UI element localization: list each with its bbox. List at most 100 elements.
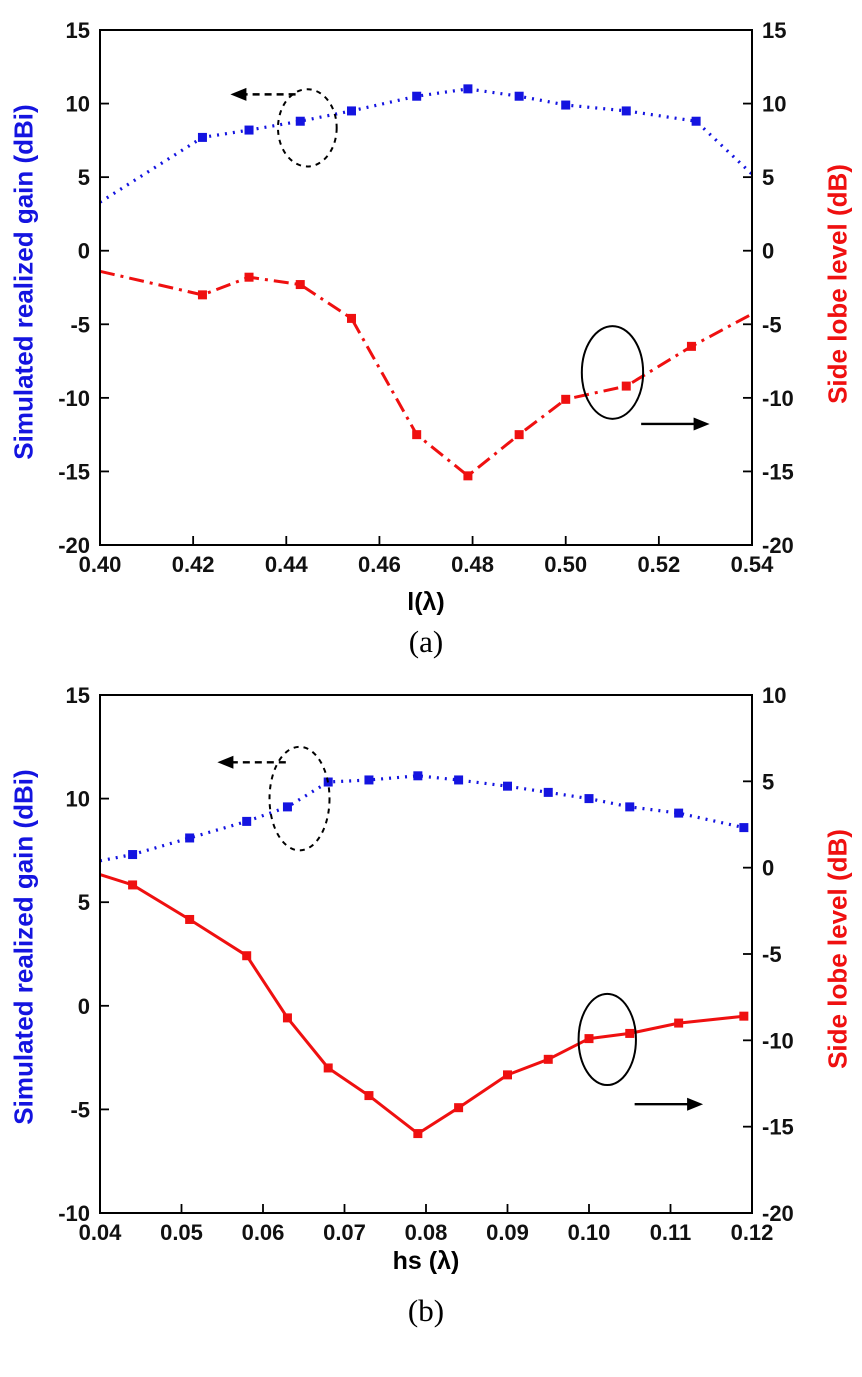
left-tick-label: -10 xyxy=(58,386,90,411)
series-line-0 xyxy=(99,774,745,863)
series-marker-0 xyxy=(412,91,422,101)
series-marker-1 xyxy=(454,1103,464,1113)
x-tick-label: 0.54 xyxy=(731,552,775,577)
chart-b-canvas: 0.04 0.05 0.06 0.07 0.08 0.09 0.10 0.11 0.12 15 10… xyxy=(58,683,794,1245)
series-marker-1 xyxy=(185,914,195,924)
x-tick-label: 0.12 xyxy=(731,1220,774,1245)
chart-a-right-axis-title: Side lobe level (dB) xyxy=(822,164,853,404)
series-marker-0 xyxy=(543,787,553,797)
arrow-head xyxy=(693,417,710,431)
right-tick-label: 10 xyxy=(762,683,786,708)
right-tick-label: 0 xyxy=(762,239,774,264)
series-marker-1 xyxy=(282,1013,292,1023)
chart-b-right-axis-title: Side lobe level (dB) xyxy=(822,829,853,1069)
series-line-0 xyxy=(99,87,754,204)
right-tick-label: -10 xyxy=(762,1028,794,1053)
left-tick-label: -5 xyxy=(70,1097,90,1122)
series-marker-0 xyxy=(128,850,138,860)
dashed-ellipse-annotation xyxy=(276,88,338,168)
x-tick-label: 0.44 xyxy=(265,552,309,577)
x-tick-label: 0.10 xyxy=(568,1220,611,1245)
series-marker-1 xyxy=(413,1129,423,1139)
arrow-head xyxy=(687,1097,704,1111)
series-marker-0 xyxy=(625,802,635,812)
x-tick-label: 0.04 xyxy=(79,1220,123,1245)
right-tick-label: -5 xyxy=(762,312,782,337)
x-tick-label: 0.05 xyxy=(160,1220,203,1245)
right-tick-label: -5 xyxy=(762,942,782,967)
series-marker-1 xyxy=(625,1028,635,1038)
left-tick-label: 0 xyxy=(78,994,90,1019)
right-tick-label: 5 xyxy=(762,769,774,794)
left-tick-label: 5 xyxy=(78,890,90,915)
arrow-head xyxy=(217,755,234,769)
left-tick-label: -15 xyxy=(58,459,90,484)
chart-b-x-axis-title: hs (λ) xyxy=(392,1247,460,1275)
x-tick-label: 0.40 xyxy=(79,552,122,577)
left-tick-label: 5 xyxy=(78,165,90,190)
chart-b-figure: 0.04 0.05 0.06 0.07 0.08 0.09 0.10 0.11 0.12 15 10… xyxy=(0,675,862,1377)
series-marker-0 xyxy=(282,802,292,812)
series-marker-1 xyxy=(543,1054,553,1064)
arrow-head xyxy=(230,87,247,101)
right-tick-label: -15 xyxy=(762,459,794,484)
left-tick-label: -10 xyxy=(58,1201,90,1226)
plot-frame xyxy=(99,694,753,1214)
x-tick-label: 0.46 xyxy=(358,552,401,577)
x-tick-label: 0.08 xyxy=(405,1220,448,1245)
series-marker-0 xyxy=(584,794,594,804)
left-tick-label: 10 xyxy=(66,92,90,117)
right-tick-label: 15 xyxy=(762,18,786,43)
dashed-ellipse-annotation xyxy=(268,745,331,852)
x-tick-label: 0.06 xyxy=(242,1220,285,1245)
series-marker-0 xyxy=(739,823,749,833)
left-tick-label: 15 xyxy=(66,683,90,708)
series-marker-1 xyxy=(128,880,138,890)
series-marker-0 xyxy=(691,116,701,126)
chart-a-caption: (a) xyxy=(408,624,444,659)
series-marker-1 xyxy=(346,313,356,323)
chart-b-caption: (b) xyxy=(407,1293,445,1328)
right-tick-label: 0 xyxy=(762,856,774,881)
series-marker-0 xyxy=(454,775,464,785)
right-tick-label: -10 xyxy=(762,386,794,411)
series-marker-1 xyxy=(561,394,571,404)
series-marker-1 xyxy=(197,290,207,300)
series-marker-0 xyxy=(185,833,195,843)
x-tick-label: 0.42 xyxy=(172,552,215,577)
x-tick-label: 0.11 xyxy=(650,1220,692,1245)
series-marker-0 xyxy=(674,808,684,818)
x-tick-label: 0.50 xyxy=(544,552,587,577)
series-marker-1 xyxy=(244,272,254,282)
series-marker-0 xyxy=(514,91,524,101)
left-tick-label: 15 xyxy=(66,18,90,43)
series-marker-1 xyxy=(686,341,696,351)
chart-a-left-axis-title: Simulated realized gain (dBi) xyxy=(8,104,39,460)
right-tick-label: -20 xyxy=(762,1201,794,1226)
chart-b-left-axis-title: Simulated realized gain (dBi) xyxy=(8,769,39,1125)
series-marker-1 xyxy=(739,1011,749,1021)
series-marker-1 xyxy=(503,1070,512,1080)
series-marker-0 xyxy=(561,100,571,110)
series-marker-0 xyxy=(244,125,254,135)
left-tick-label: -5 xyxy=(70,312,90,337)
series-marker-1 xyxy=(621,381,631,391)
chart-a-figure: 0.40 0.42 0.44 0.46 0.48 0.50 0.52 0.54 15 10 5 0 -5… xyxy=(0,0,862,675)
chart-a-canvas: 0.40 0.42 0.44 0.46 0.48 0.50 0.52 0.54 15 10 5 0 -5… xyxy=(58,18,794,577)
solid-ellipse-annotation xyxy=(577,992,637,1087)
series-line-1 xyxy=(99,269,753,478)
series-marker-0 xyxy=(197,132,207,142)
series-line-1 xyxy=(99,873,744,1136)
series-marker-1 xyxy=(674,1018,684,1028)
x-tick-label: 0.09 xyxy=(486,1220,529,1245)
chart-a-x-axis-title: l(λ) xyxy=(407,588,445,616)
right-tick-label: 5 xyxy=(762,165,774,190)
series-marker-1 xyxy=(364,1091,374,1101)
series-marker-0 xyxy=(463,84,473,94)
x-tick-label: 0.48 xyxy=(451,552,494,577)
series-marker-0 xyxy=(503,781,512,791)
plot-frame xyxy=(99,29,753,546)
x-tick-label: 0.07 xyxy=(323,1220,366,1245)
left-tick-label: 0 xyxy=(78,239,90,264)
